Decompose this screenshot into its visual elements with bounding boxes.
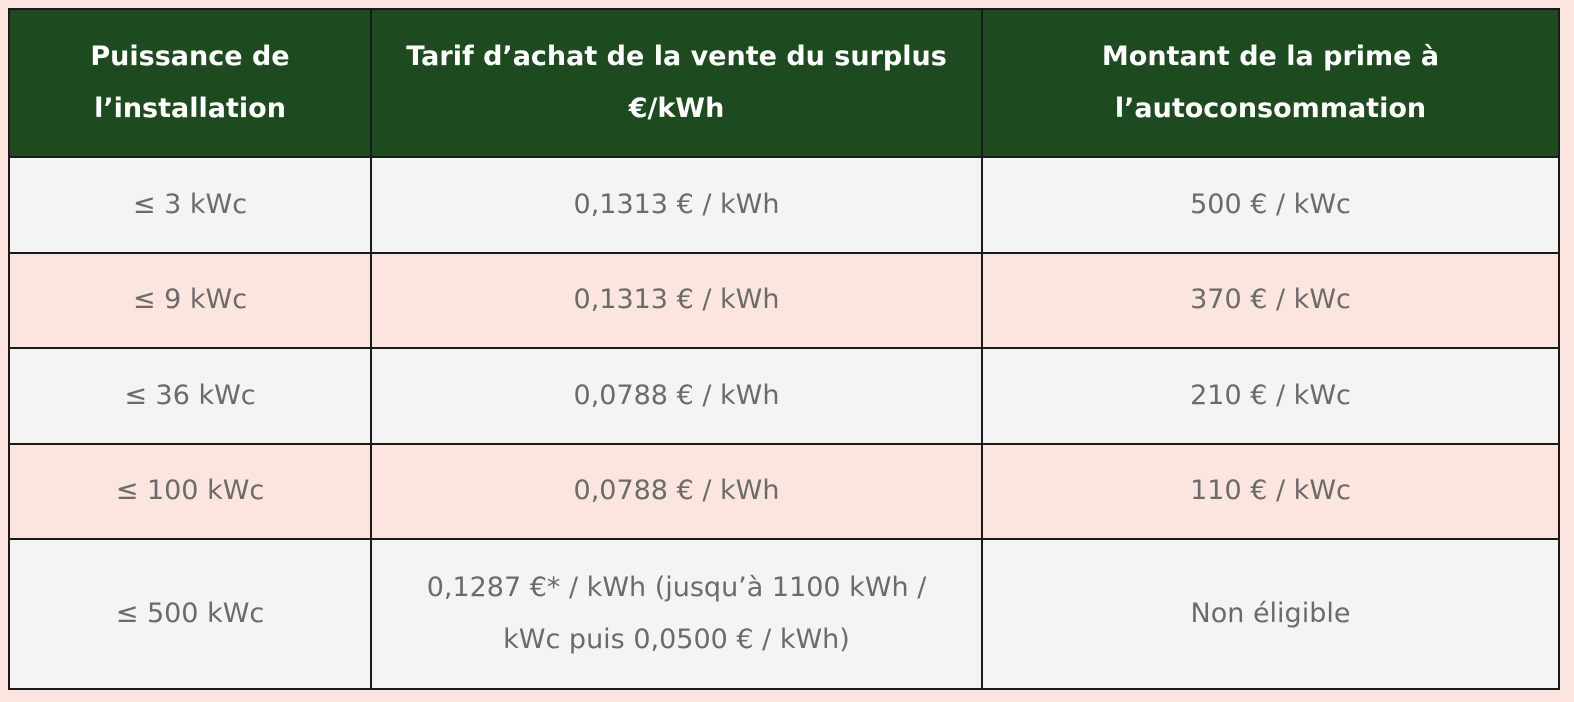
- table-cell: ≤ 9 kWc: [8, 251, 372, 350]
- table-cell: 0,1313 € / kWh: [370, 156, 983, 254]
- table-body: ≤ 3 kWc 0,1313 € / kWh 500 € / kWc ≤ 9 kWc 0…: [8, 156, 1560, 690]
- table-row: ≤ 3 kWc 0,1313 € / kWh 500 € / kWc: [8, 156, 1560, 254]
- tariff-table: Puissance de l’installation Tarif d’acha…: [8, 8, 1560, 690]
- table-cell: ≤ 3 kWc: [8, 156, 372, 254]
- header-cell: Montant de la prime à l’autoconsommation: [981, 8, 1560, 158]
- header-cell: Puissance de l’installation: [8, 8, 372, 158]
- table-cell: 210 € / kWc: [981, 347, 1560, 445]
- table-row: ≤ 500 kWc 0,1287 €* / kWh (jusqu’à 1100 k…: [8, 538, 1560, 690]
- header-row: Puissance de l’installation Tarif d’acha…: [8, 8, 1560, 158]
- table-cell: 0,1313 € / kWh: [370, 251, 983, 350]
- table-cell: 0,1287 €* / kWh (jusqu’à 1100 kWh / kWc …: [370, 538, 983, 690]
- table-cell: Non éligible: [981, 538, 1560, 690]
- table-cell: 500 € / kWc: [981, 156, 1560, 254]
- table-cell: ≤ 500 kWc: [8, 538, 372, 690]
- header-cell: Tarif d’achat de la vente du surplus €/k…: [370, 8, 983, 158]
- table-cell: ≤ 36 kWc: [8, 347, 372, 445]
- table-row: ≤ 9 kWc 0,1313 € / kWh 370 € / kWc: [8, 251, 1560, 350]
- table-row: ≤ 36 kWc 0,0788 € / kWh 210 € / kWc: [8, 347, 1560, 445]
- table-cell: ≤ 100 kWc: [8, 442, 372, 541]
- table-cell: 370 € / kWc: [981, 251, 1560, 350]
- table-cell: 110 € / kWc: [981, 442, 1560, 541]
- table-cell: 0,0788 € / kWh: [370, 442, 983, 541]
- table-cell: 0,0788 € / kWh: [370, 347, 983, 445]
- table-header: Puissance de l’installation Tarif d’acha…: [8, 8, 1560, 158]
- table-row: ≤ 100 kWc 0,0788 € / kWh 110 € / kWc: [8, 442, 1560, 541]
